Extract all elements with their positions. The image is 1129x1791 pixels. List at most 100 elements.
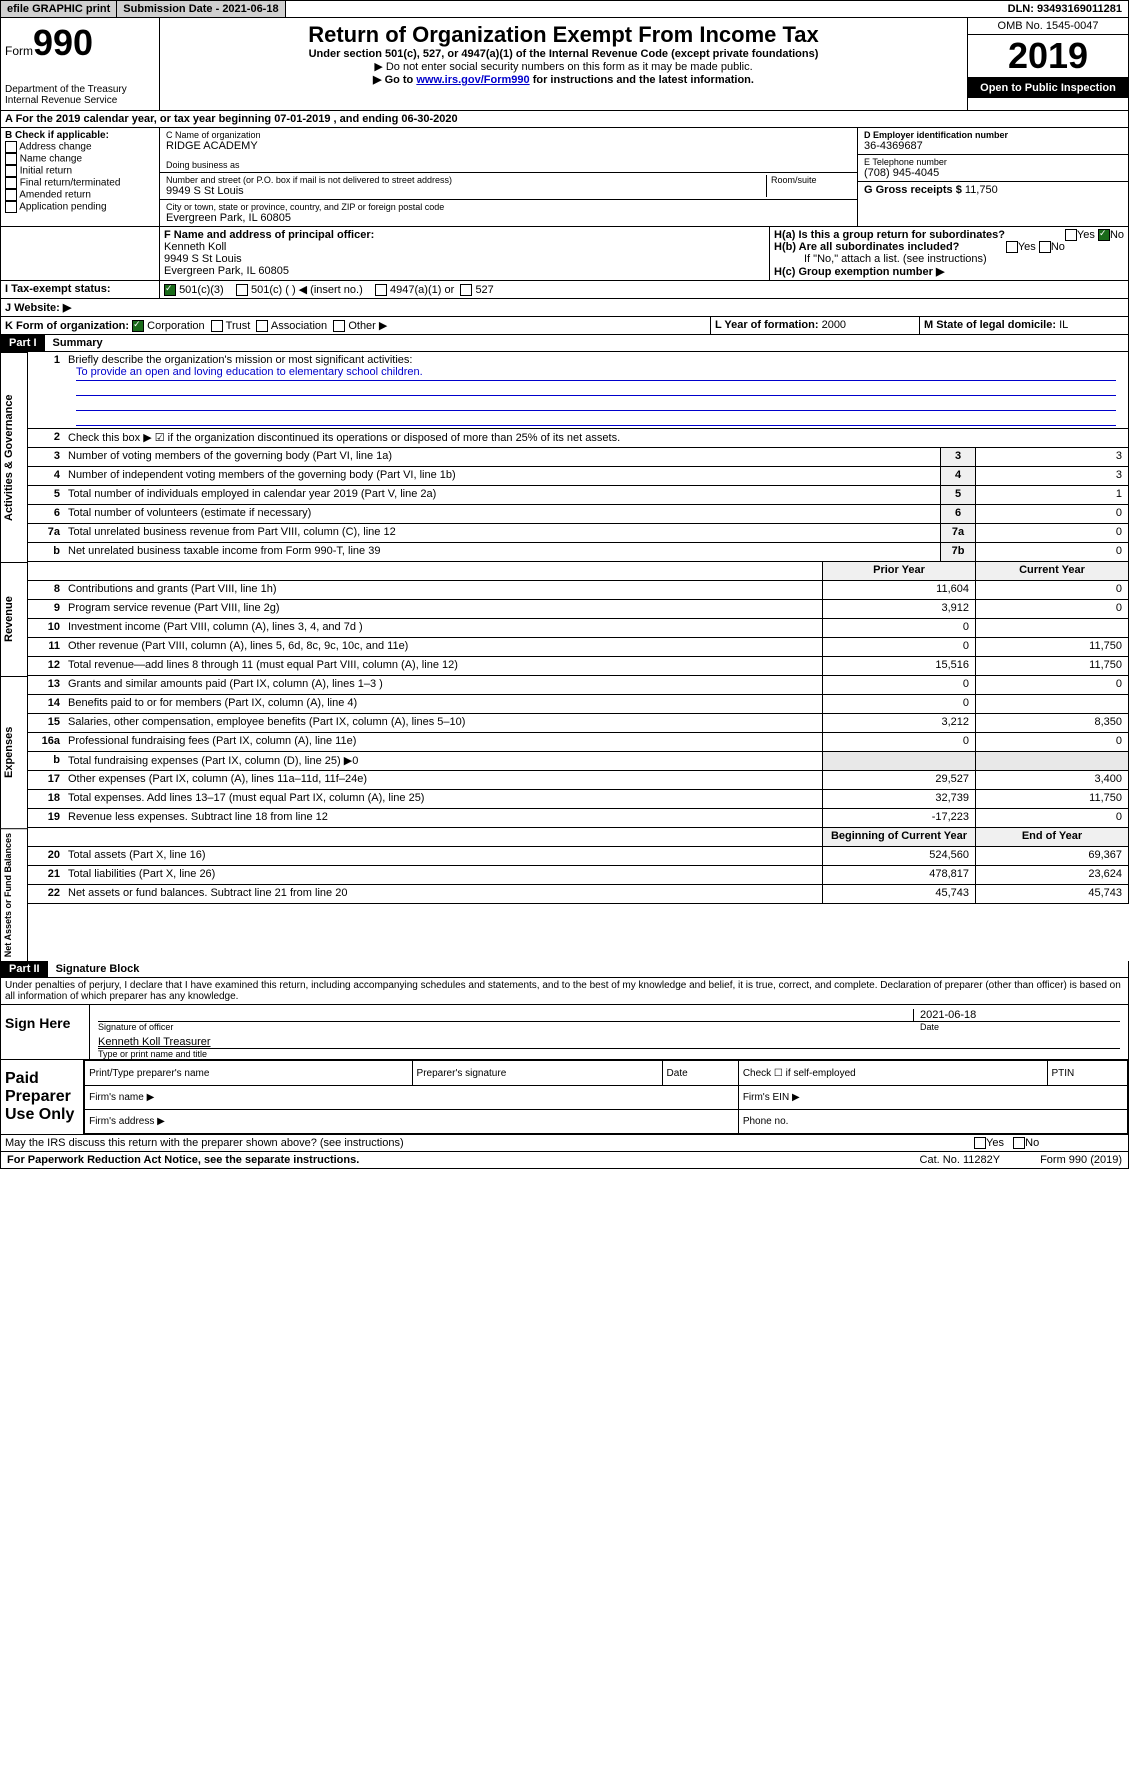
header-current-year: Current Year: [975, 562, 1128, 580]
line2-text: Check this box ▶ ☑ if the organization d…: [64, 429, 1128, 447]
label-tax-status: I Tax-exempt status:: [1, 281, 160, 298]
gov-line-5: 5 Total number of individuals employed i…: [28, 486, 1129, 505]
opt-name-change: Name change: [20, 154, 82, 165]
sig-name-label: Type or print name and title: [90, 1049, 1128, 1059]
hb-no[interactable]: [1039, 241, 1051, 253]
row-fh: F Name and address of principal officer:…: [0, 227, 1129, 281]
gov-line-b: b Net unrelated business taxable income …: [28, 543, 1129, 562]
ha-no[interactable]: [1098, 229, 1110, 241]
street-address: 9949 S St Louis: [166, 185, 766, 197]
opt-trust: Trust: [226, 320, 251, 332]
org-name: RIDGE ACADEMY: [166, 140, 851, 152]
form-label: Form: [5, 44, 33, 58]
note2-post: for instructions and the latest informat…: [530, 74, 754, 86]
exp-line-19: 19 Revenue less expenses. Subtract line …: [28, 809, 1129, 828]
part1-badge: Part I: [1, 335, 45, 351]
ha-yes[interactable]: [1065, 229, 1077, 241]
label-street: Number and street (or P.O. box if mail i…: [166, 175, 766, 185]
balances-section: Net Assets or Fund Balances Beginning of…: [0, 828, 1129, 961]
sign-block: Sign Here 2021-06-18 Signature of office…: [0, 1005, 1129, 1060]
label-hc: H(c) Group exemption number ▶: [774, 265, 1124, 278]
exp-line-17: 17 Other expenses (Part IX, column (A), …: [28, 771, 1129, 790]
form-note2: ▶ Go to www.irs.gov/Form990 for instruct…: [164, 73, 963, 86]
prep-sig-header: Preparer's signature: [412, 1061, 662, 1085]
sig-officer-label: Signature of officer: [90, 1022, 912, 1032]
row-j: J Website: ▶: [0, 299, 1129, 317]
discuss-yes[interactable]: [974, 1137, 986, 1149]
header-begin-year: Beginning of Current Year: [822, 828, 975, 846]
governance-section: Activities & Governance 1 Briefly descri…: [0, 352, 1129, 562]
footer-left: For Paperwork Reduction Act Notice, see …: [7, 1154, 359, 1166]
bal-line-21: 21 Total liabilities (Part X, line 26) 4…: [28, 866, 1129, 885]
opt-final: Final return/terminated: [20, 178, 121, 189]
header-end-year: End of Year: [975, 828, 1128, 846]
label-phone: E Telephone number: [864, 157, 1122, 167]
gross-value: 11,750: [965, 184, 998, 196]
checkbox-name-change[interactable]: [5, 153, 17, 165]
checkbox-amended[interactable]: [5, 189, 17, 201]
sign-date: 2021-06-18: [913, 1009, 1120, 1021]
label-dba: Doing business as: [166, 160, 851, 170]
label-ein: D Employer identification number: [864, 130, 1122, 140]
ha-no-label: No: [1110, 229, 1124, 241]
mission-blank1: [76, 381, 1116, 396]
checkbox-pending[interactable]: [5, 201, 17, 213]
efile-button[interactable]: efile GRAPHIC print: [1, 1, 117, 17]
part1-title: Summary: [45, 335, 111, 351]
rev-line-12: 12 Total revenue—add lines 8 through 11 …: [28, 657, 1129, 676]
checkbox-initial[interactable]: [5, 165, 17, 177]
sig-name: Kenneth Koll Treasurer: [98, 1036, 211, 1048]
box-c: C Name of organization RIDGE ACADEMY Doi…: [160, 128, 857, 226]
row-i: I Tax-exempt status: 501(c)(3) 501(c) ( …: [0, 281, 1129, 299]
header-prior-year: Prior Year: [822, 562, 975, 580]
discuss-no[interactable]: [1013, 1137, 1025, 1149]
hb-yes-label: Yes: [1018, 241, 1036, 253]
form-note1: ▶ Do not enter social security numbers o…: [164, 60, 963, 73]
firm-addr: Firm's address ▶: [85, 1110, 739, 1134]
ha-yes-label: Yes: [1077, 229, 1095, 241]
check-527[interactable]: [460, 284, 472, 296]
footer-form: Form 990 (2019): [1040, 1154, 1122, 1166]
side-label-balances: Net Assets or Fund Balances: [0, 828, 28, 961]
label-city: City or town, state or province, country…: [166, 202, 851, 212]
sign-here-label: Sign Here: [1, 1005, 90, 1059]
expenses-section: Expenses 13 Grants and similar amounts p…: [0, 676, 1129, 828]
exp-line-b: b Total fundraising expenses (Part IX, c…: [28, 752, 1129, 771]
irs-link[interactable]: www.irs.gov/Form990: [416, 74, 529, 86]
rev-line-11: 11 Other revenue (Part VIII, column (A),…: [28, 638, 1129, 657]
hb-yes[interactable]: [1006, 241, 1018, 253]
exp-line-13: 13 Grants and similar amounts paid (Part…: [28, 676, 1129, 695]
header-grid: B Check if applicable: Address change Na…: [0, 128, 1129, 227]
discuss-row: May the IRS discuss this return with the…: [0, 1135, 1129, 1152]
check-501c3[interactable]: [164, 284, 176, 296]
opt-addr-change: Address change: [19, 142, 91, 153]
city-state-zip: Evergreen Park, IL 60805: [166, 212, 851, 224]
check-corp[interactable]: [132, 320, 144, 332]
check-trust[interactable]: [211, 320, 223, 332]
domicile: IL: [1059, 319, 1068, 331]
check-assoc[interactable]: [256, 320, 268, 332]
rev-line-8: 8 Contributions and grants (Part VIII, l…: [28, 581, 1129, 600]
check-4947[interactable]: [375, 284, 387, 296]
line1-label: Briefly describe the organization's miss…: [68, 354, 412, 366]
discuss-yes-label: Yes: [986, 1137, 1004, 1149]
gov-line-6: 6 Total number of volunteers (estimate i…: [28, 505, 1129, 524]
mission-blank2: [76, 396, 1116, 411]
check-501c[interactable]: [236, 284, 248, 296]
tax-year: 2019: [968, 35, 1128, 78]
checkbox-addr-change[interactable]: [5, 141, 17, 153]
bal-line-22: 22 Net assets or fund balances. Subtract…: [28, 885, 1129, 904]
checkbox-final[interactable]: [5, 177, 17, 189]
note2-pre: ▶ Go to: [373, 74, 416, 86]
dept-label: Department of the Treasury Internal Reve…: [5, 84, 155, 106]
part1-header-row: Part I Summary: [0, 335, 1129, 352]
footer: For Paperwork Reduction Act Notice, see …: [0, 1152, 1129, 1169]
omb-number: OMB No. 1545-0047: [968, 18, 1128, 35]
check-other[interactable]: [333, 320, 345, 332]
box-b-title: B Check if applicable:: [5, 130, 155, 141]
prep-date-header: Date: [662, 1061, 738, 1085]
top-bar: efile GRAPHIC print Submission Date - 20…: [0, 0, 1129, 18]
label-year-formed: L Year of formation:: [715, 319, 819, 331]
open-public-badge: Open to Public Inspection: [968, 78, 1128, 98]
prep-selfemp: Check ☐ if self-employed: [738, 1061, 1047, 1085]
